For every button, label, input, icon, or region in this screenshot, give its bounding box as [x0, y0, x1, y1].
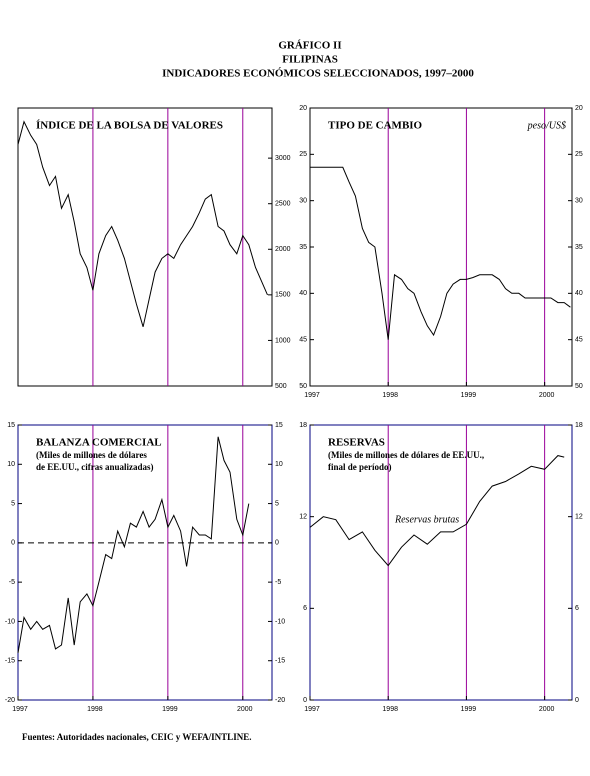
- y-tick-label: 500: [275, 383, 287, 390]
- panel-title: ÍNDICE DE LA BOLSA DE VALORES: [36, 120, 223, 132]
- y-tick-label: 50: [575, 383, 583, 390]
- y-tick-label: 10: [7, 461, 15, 468]
- x-tick-label: 1997: [304, 392, 320, 399]
- panel-subtitle: de EE.UU., cifras anualizadas): [36, 462, 154, 472]
- x-tick-label: 2000: [237, 706, 253, 713]
- y-tick-label: -20: [275, 697, 285, 704]
- x-tick-label: 1998: [382, 392, 398, 399]
- data-line: [17, 120, 268, 327]
- y-tick-label: -10: [275, 618, 285, 625]
- panel-subtitle: final de período): [328, 462, 392, 472]
- x-tick-label: 1997: [12, 706, 28, 713]
- y-tick-label: 0: [11, 540, 15, 547]
- y-tick-label: -5: [275, 579, 281, 586]
- panel-subtitle: (Miles de millones de dólares: [36, 450, 147, 460]
- y-tick-label: 6: [575, 605, 579, 612]
- x-tick-label: 2000: [539, 706, 555, 713]
- y-tick-label: 35: [575, 244, 583, 251]
- panel-frame: [309, 107, 573, 387]
- y-tick-label: 25: [299, 151, 307, 158]
- panel-title: BALANZA COMERCIAL: [36, 437, 162, 449]
- y-tick-label: 20: [299, 105, 307, 112]
- figure-title: INDICADORES ECONÓMICOS SELECCIONADOS, 19…: [162, 68, 474, 80]
- y-tick-label: 30: [299, 198, 307, 205]
- x-tick-label: 1999: [461, 392, 477, 399]
- data-line: [309, 455, 565, 567]
- y-tick-label: 12: [575, 514, 583, 521]
- y-tick-label: 25: [575, 151, 583, 158]
- y-tick-label: 50: [299, 383, 307, 390]
- y-tick-label: 6: [303, 605, 307, 612]
- x-tick-label: 1999: [162, 706, 178, 713]
- panel-frame: [309, 424, 573, 701]
- panel-frame: [17, 107, 273, 387]
- x-tick-label: 1999: [461, 706, 477, 713]
- y-tick-label: 20: [575, 105, 583, 112]
- x-tick-label: 1998: [87, 706, 103, 713]
- panel-title: TIPO DE CAMBIO: [328, 120, 423, 132]
- figure-title: GRÁFICO II: [278, 40, 341, 52]
- source-note: Fuentes: Autoridades nacionales, CEIC y …: [22, 732, 251, 742]
- data-line: [17, 436, 250, 653]
- y-tick-label: 30: [575, 198, 583, 205]
- data-line: [310, 166, 571, 340]
- y-tick-label: 3000: [275, 155, 291, 162]
- figure-title: FILIPINAS: [282, 54, 338, 66]
- y-tick-label: 1000: [275, 337, 291, 344]
- y-tick-label: 35: [299, 244, 307, 251]
- panel-frame: [17, 424, 273, 701]
- x-tick-label: 2000: [539, 392, 555, 399]
- x-tick-label: 1998: [382, 706, 398, 713]
- y-tick-label: 2000: [275, 246, 291, 253]
- annotation: Reservas brutas: [394, 514, 459, 525]
- y-tick-label: 45: [299, 337, 307, 344]
- y-tick-label: 5: [275, 500, 279, 507]
- y-tick-label: 2500: [275, 201, 291, 208]
- y-tick-label: 18: [575, 422, 583, 429]
- y-tick-label: -15: [275, 658, 285, 665]
- y-tick-label: -15: [5, 658, 15, 665]
- panel-title: RESERVAS: [328, 437, 385, 449]
- y-tick-label: 0: [575, 697, 579, 704]
- x-tick-label: 1997: [304, 706, 320, 713]
- y-tick-label: -10: [5, 618, 15, 625]
- y-tick-label: 12: [299, 514, 307, 521]
- y-tick-label: 0: [303, 697, 307, 704]
- y-tick-label: 45: [575, 337, 583, 344]
- y-tick-label: -5: [9, 579, 15, 586]
- y-tick-label: 40: [299, 290, 307, 297]
- y-tick-label: 1500: [275, 292, 291, 299]
- y-tick-label: 15: [275, 422, 283, 429]
- y-tick-label: 0: [275, 540, 279, 547]
- y-tick-label: 18: [299, 422, 307, 429]
- y-tick-label: 40: [575, 290, 583, 297]
- y-tick-label: 10: [275, 461, 283, 468]
- unit-label: peso/US$: [527, 120, 566, 131]
- y-tick-label: 5: [11, 500, 15, 507]
- y-tick-label: 15: [7, 422, 15, 429]
- panel-subtitle: (Miles de millones de dólares de EE.UU.,: [328, 450, 484, 460]
- y-tick-label: -20: [5, 697, 15, 704]
